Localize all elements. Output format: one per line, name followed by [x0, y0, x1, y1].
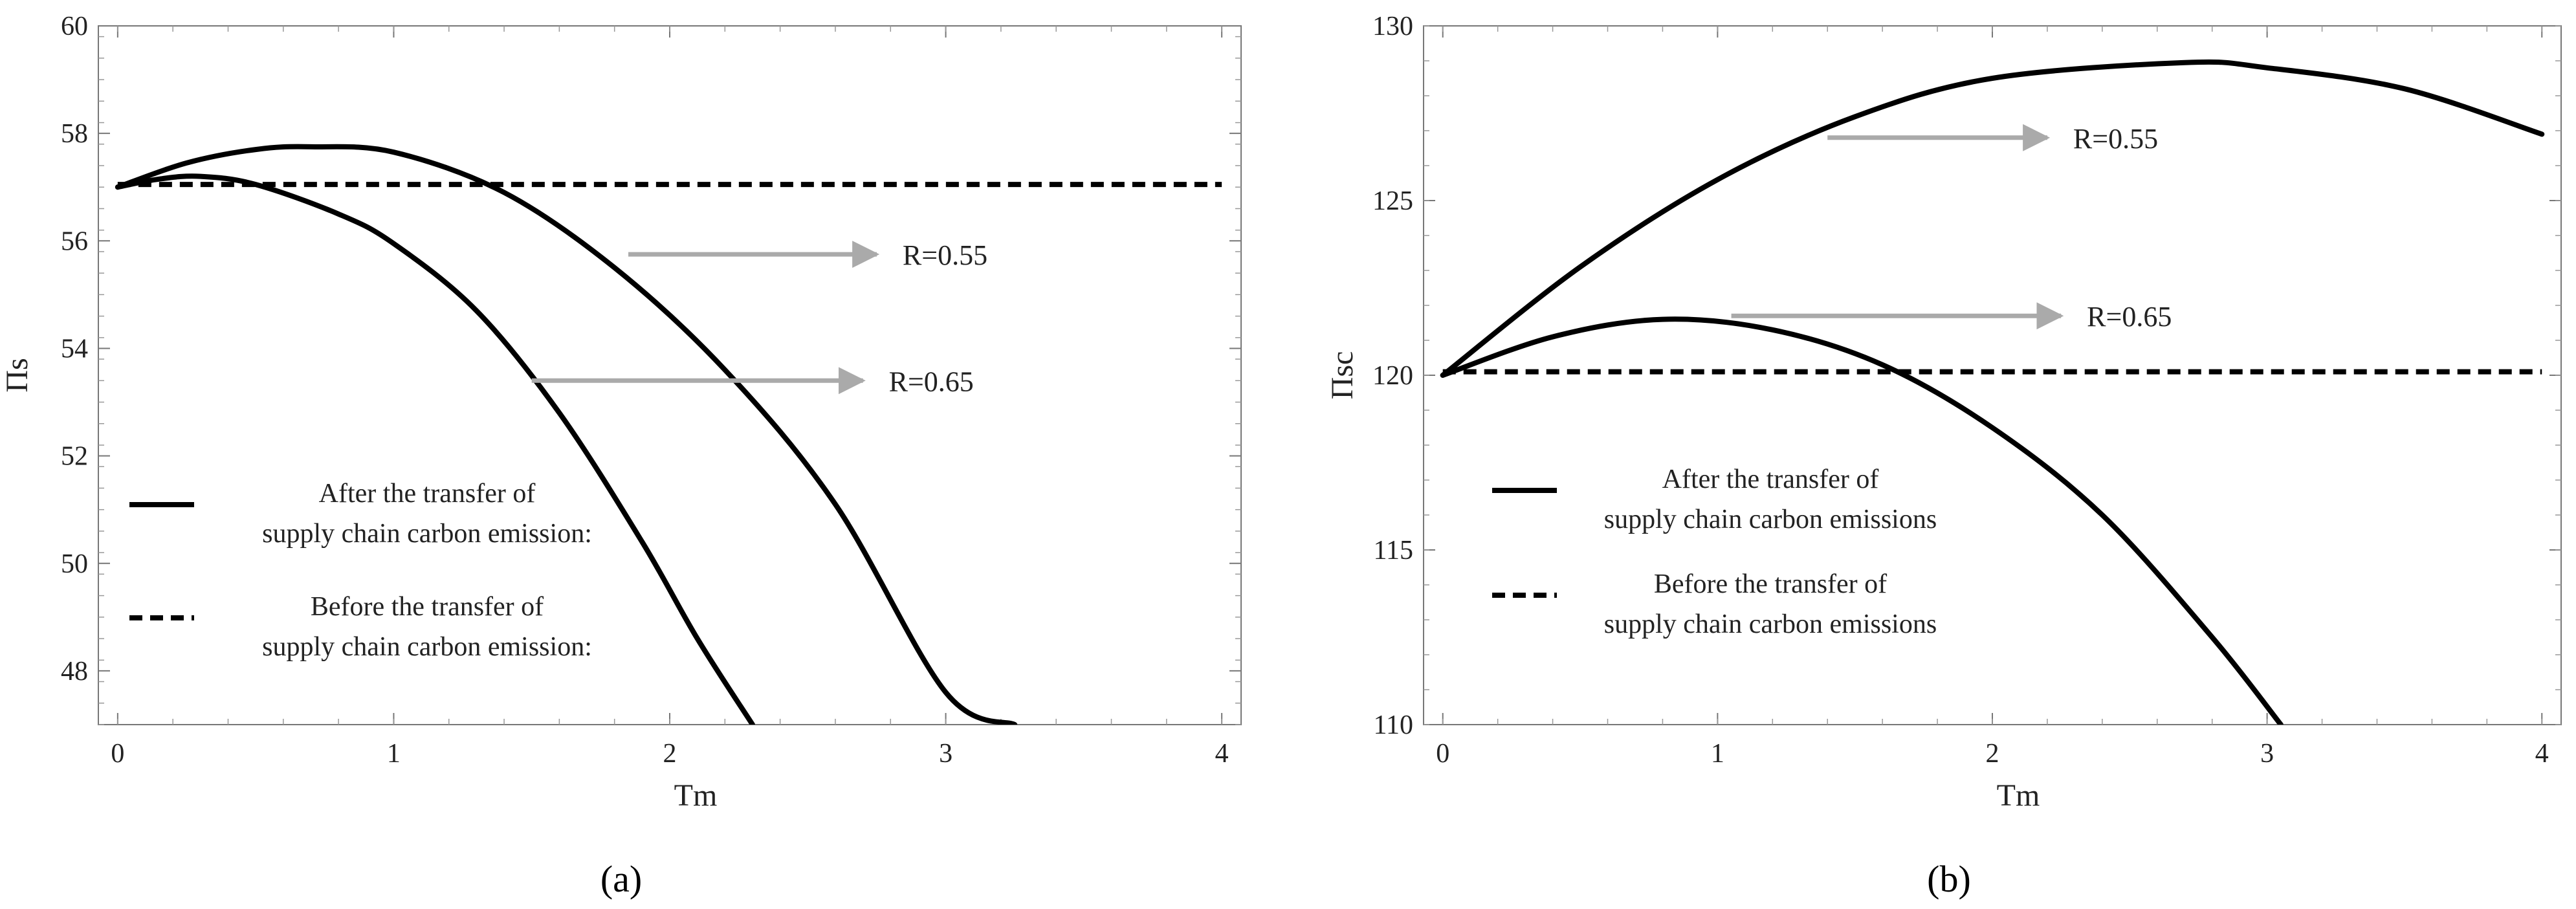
y-tick-label: 125: [1372, 186, 1413, 216]
x-tick-label: 0: [1436, 739, 1449, 769]
x-tick-label: 2: [663, 739, 677, 769]
panel-a: 0 1 2 3 4 48 50 52 54 56 58 60 Tm Πs R=0.55 R=0.65 After…: [0, 12, 1242, 813]
x-tick-label: 1: [1711, 739, 1724, 769]
series-group: [115, 144, 1222, 725]
y-tick-label: 48: [61, 657, 88, 686]
legend-label: After the transfer of: [1662, 465, 1879, 494]
legend-label: supply chain carbon emission:: [262, 519, 592, 549]
x-tick-label: 4: [1215, 739, 1229, 769]
annotation-label: R=0.55: [903, 239, 987, 271]
x-tick-label: 4: [2535, 739, 2549, 769]
legend-label: After the transfer of: [319, 479, 536, 509]
y-tick-label: 52: [61, 442, 88, 472]
plot-frame: [98, 25, 1242, 725]
legend-label: Before the transfer of: [311, 592, 544, 622]
series-line-R=0.55: [115, 144, 1018, 725]
series-group: [1440, 59, 2545, 725]
y-axis-label: Πsc: [1325, 351, 1360, 400]
legend-label: supply chain carbon emissions: [1604, 505, 1937, 534]
y-tick-label: 115: [1374, 536, 1413, 565]
plot-frame: [1423, 25, 2562, 725]
series-line-R=0.65: [1440, 316, 2284, 725]
x-tick-label: 0: [111, 739, 124, 769]
y-tick-label: 120: [1372, 361, 1413, 391]
legend-label: Before the transfer of: [1654, 569, 1887, 599]
y-tick-label: 110: [1374, 710, 1413, 740]
y-axis-label: Πs: [0, 358, 34, 392]
panel-b: 0 1 2 3 4 110 115 120 125 130 Tm Πsc R=0.55 R=0.65 Aft…: [1325, 12, 2562, 813]
x-axis-label: Tm: [1997, 778, 2040, 813]
caption-a: (a): [600, 858, 642, 900]
caption-b: (b): [1927, 858, 1971, 900]
y-tick-label: 60: [61, 12, 88, 41]
annotation-label: R=0.55: [2073, 123, 2158, 155]
x-tick-label: 2: [1986, 739, 1999, 769]
annotation-label: R=0.65: [889, 366, 974, 397]
annotation-label: R=0.65: [2087, 301, 2172, 333]
y-tick-label: 56: [61, 226, 88, 256]
legend-label: supply chain carbon emissions: [1604, 609, 1937, 639]
x-tick-label: 1: [387, 739, 401, 769]
legend-label: supply chain carbon emission:: [262, 632, 592, 662]
y-tick-label: 50: [61, 549, 88, 579]
series-line-R=0.65: [115, 173, 755, 725]
x-tick-label: 3: [939, 739, 952, 769]
y-tick-label: 58: [61, 119, 88, 149]
y-tick-label: 130: [1372, 12, 1413, 41]
x-tick-label: 3: [2260, 739, 2274, 769]
y-tick-label: 54: [61, 334, 88, 364]
x-axis-label: Tm: [674, 778, 718, 813]
series-line-R=0.55: [1440, 59, 2545, 378]
